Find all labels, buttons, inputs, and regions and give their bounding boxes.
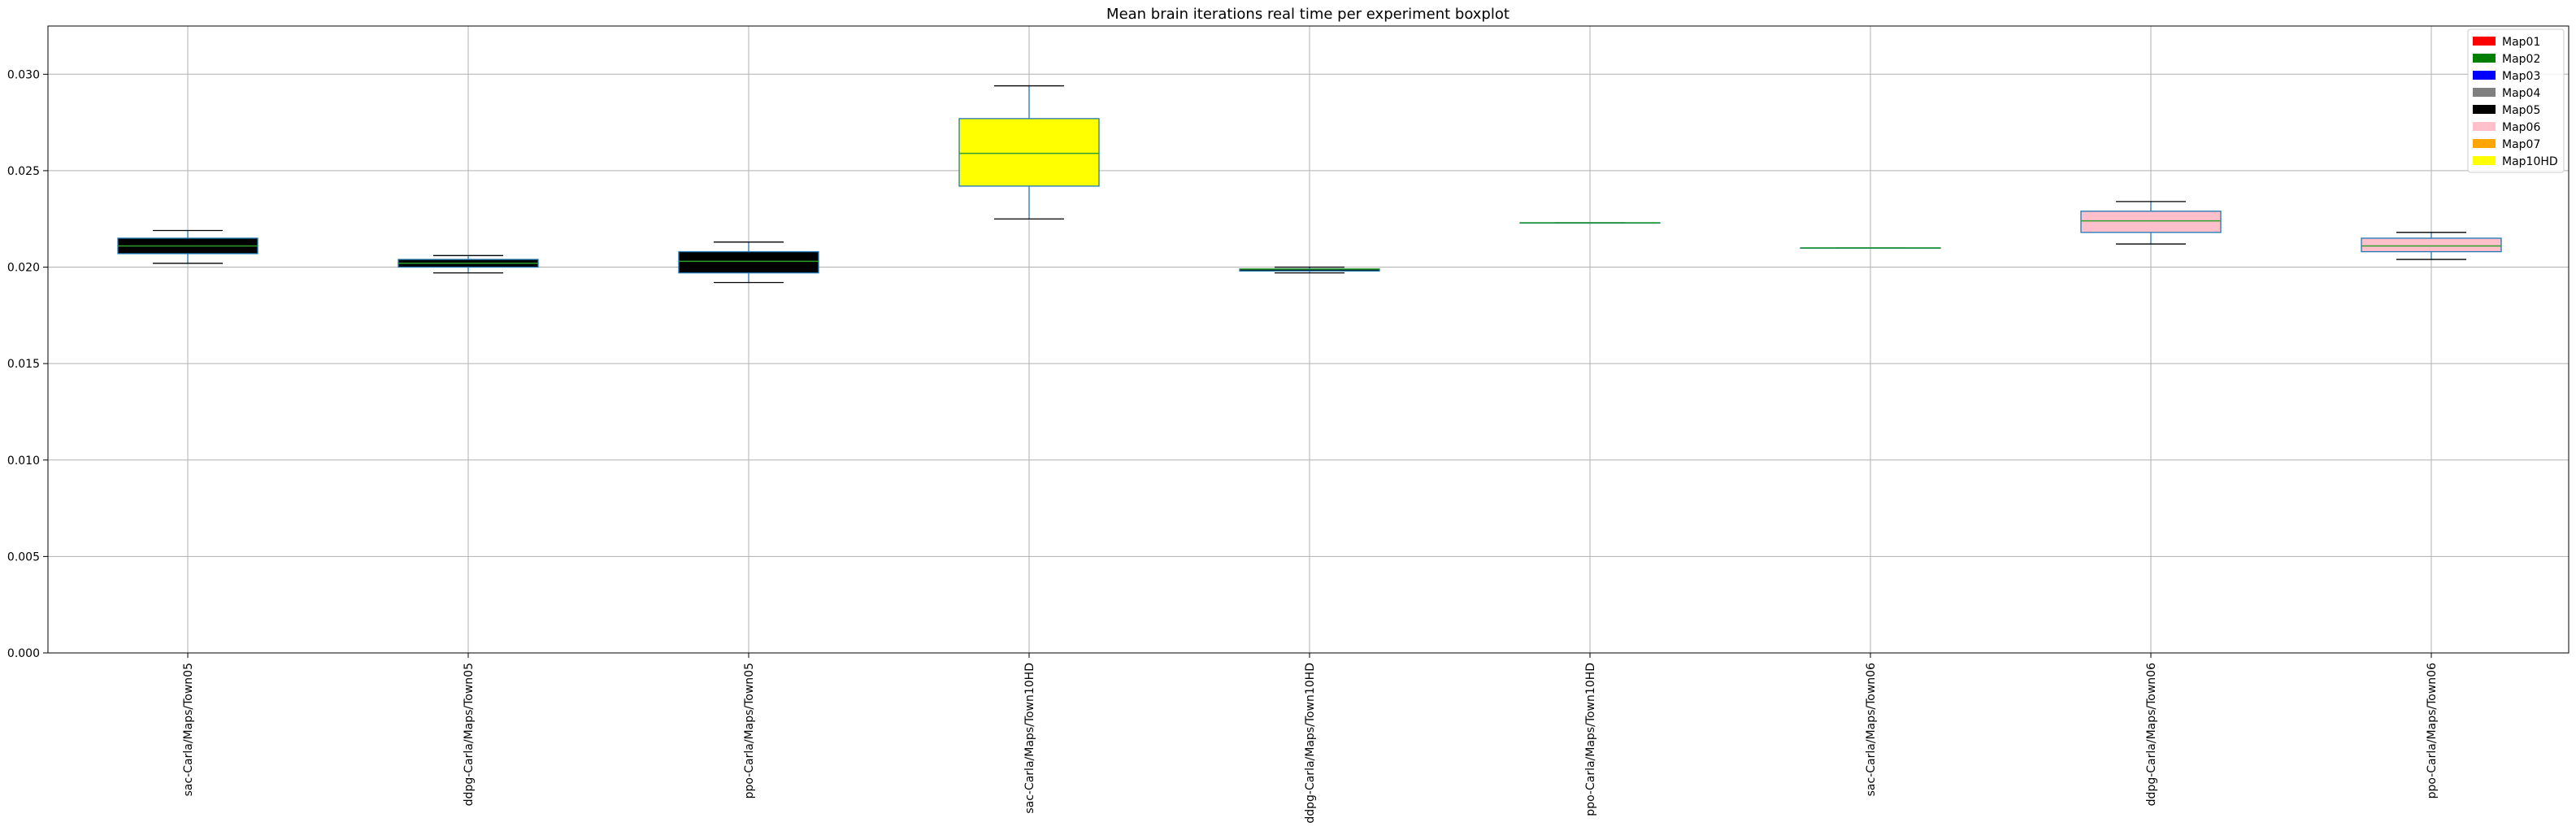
y-tick-label: 0.020 (7, 262, 40, 275)
y-tick-label: 0.005 (7, 550, 40, 563)
box-2 (397, 255, 539, 274)
legend: Map01 Map02 Map03 Map04 Map05 Map06 Map07 Map10… (2467, 28, 2565, 173)
legend-swatch-map06 (2473, 122, 2496, 131)
box-8 (2080, 201, 2222, 245)
legend-swatch-map07 (2473, 139, 2496, 148)
y-tick-label: 0.030 (7, 68, 40, 81)
box-body (2080, 211, 2222, 233)
box-body (958, 118, 1100, 187)
x-tick-label: ddpg-Carla/Maps/Town10HD (1304, 663, 1317, 824)
y-tick-label: 0.015 (7, 358, 40, 371)
legend-swatch-map05 (2473, 105, 2496, 114)
x-tick-label: ddpg-Carla/Maps/Town05 (463, 663, 476, 806)
y-tick-label: 0.025 (7, 165, 40, 178)
box-6 (1519, 222, 1661, 224)
box-body (2361, 237, 2502, 253)
legend-frame (2467, 28, 2565, 173)
x-tick-label: ppo-Carla/Maps/Town05 (743, 663, 756, 798)
box-body (678, 250, 819, 274)
legend-label-map03: Map03 (2502, 70, 2540, 83)
box-7 (1800, 247, 1941, 249)
box-5 (1239, 266, 1380, 274)
legend-swatch-map01 (2473, 37, 2496, 46)
legend-label-map06: Map06 (2502, 121, 2540, 134)
x-tick-label: ddpg-Carla/Maps/Town06 (2145, 663, 2158, 806)
box-1 (117, 229, 258, 264)
box-9 (2361, 232, 2502, 260)
legend-swatch-map03 (2473, 71, 2496, 80)
box-4 (958, 85, 1100, 220)
y-tick-label: 0.000 (7, 647, 40, 660)
legend-swatch-map02 (2473, 54, 2496, 63)
y-axis: 0.000 0.005 0.010 0.015 0.020 0.025 0.030 (7, 68, 48, 660)
box-layer (117, 85, 2502, 284)
y-tick-label: 0.010 (7, 455, 40, 468)
x-tick-label: ppo-Carla/Maps/Town10HD (1584, 663, 1597, 816)
x-tick-label: ppo-Carla/Maps/Town06 (2426, 663, 2439, 798)
legend-label-map04: Map04 (2502, 87, 2540, 100)
legend-swatch-map04 (2473, 88, 2496, 97)
x-axis: sac-Carla/Maps/Town05 ddpg-Carla/Maps/Tow… (182, 653, 2439, 824)
plot-frame (47, 25, 2569, 654)
legend-label-map10hd: Map10HD (2502, 155, 2558, 168)
legend-label-map02: Map02 (2502, 53, 2540, 66)
box-3 (678, 241, 819, 284)
x-tick-label: sac-Carla/Maps/Town05 (182, 663, 195, 796)
x-tick-label: sac-Carla/Maps/Town10HD (1023, 663, 1036, 814)
legend-label-map07: Map07 (2502, 138, 2540, 151)
legend-label-map01: Map01 (2502, 36, 2540, 49)
chart-title: Mean brain iterations real time per expe… (1106, 6, 1510, 23)
legend-label-map05: Map05 (2502, 104, 2540, 117)
legend-swatch-map10hd (2473, 156, 2496, 165)
x-tick-label: sac-Carla/Maps/Town06 (1865, 663, 1878, 796)
